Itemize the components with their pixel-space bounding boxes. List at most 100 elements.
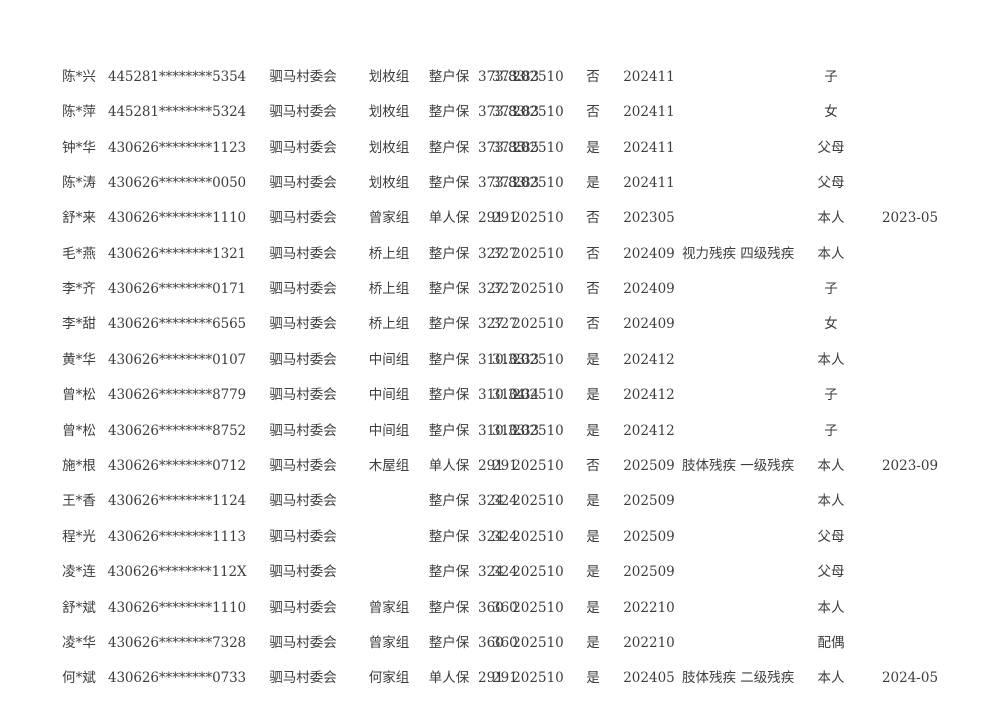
- cell-flag: 是: [586, 528, 600, 545]
- cell-disability: [682, 414, 790, 449]
- cell-month: 202510: [512, 245, 564, 262]
- cell-type: 单人保: [428, 670, 470, 687]
- cell-flag: 否: [586, 68, 600, 85]
- cell-flag: 否: [586, 210, 600, 227]
- cell-relation: 本人: [817, 245, 845, 262]
- cell-relation: 女: [824, 104, 838, 121]
- cell-group: 何家组: [368, 670, 410, 687]
- cell-start: 202509: [623, 528, 675, 545]
- cell-village: 驷马村委会: [269, 528, 337, 545]
- cell-group: [358, 555, 420, 590]
- cell-group: 桥上组: [368, 316, 410, 333]
- cell-date: 2024-05: [881, 670, 939, 687]
- cell-village: 驷马村委会: [269, 245, 337, 262]
- table-row: 黄*华 430626********0107 驷马村委会 中间组 整户保 310.33 31…: [52, 343, 948, 378]
- cell-disability: [682, 308, 790, 343]
- cell-start: 202305: [623, 210, 675, 227]
- cell-date: [872, 591, 948, 626]
- cell-date: [872, 555, 948, 590]
- cell-group: 划枚组: [368, 139, 410, 156]
- cell-amount2: 373.83: [492, 68, 540, 85]
- table-row: 陈*萍 445281********5324 驷马村委会 划枚组 整户保 373.83 37…: [52, 95, 948, 130]
- cell-disability: 肢体残疾 一级残疾: [682, 458, 795, 475]
- cell-date: [872, 414, 948, 449]
- cell-id-card: 430626********0171: [107, 281, 247, 298]
- cell-name: 施*根: [62, 458, 96, 475]
- cell-type: 单人保: [428, 458, 470, 475]
- cell-village: 驷马村委会: [269, 458, 337, 475]
- cell-name: 黄*华: [62, 351, 96, 368]
- cell-name: 程*光: [62, 528, 96, 545]
- cell-group: 曾家组: [368, 210, 410, 227]
- cell-amount1: 310.34: [478, 387, 526, 404]
- cell-relation: 子: [790, 697, 872, 706]
- cell-disability: [682, 202, 790, 237]
- cell-name: 陈*萍: [62, 104, 96, 121]
- cell-flag: 是: [586, 351, 600, 368]
- cell-flag: 是: [586, 387, 600, 404]
- cell-flag: 否: [586, 316, 600, 333]
- cell-name: 凌*连: [62, 564, 96, 581]
- cell-relation: 子: [824, 68, 838, 85]
- cell-month: 202510: [512, 634, 564, 651]
- cell-start: 202409: [623, 281, 675, 298]
- cell-start: 202411: [623, 68, 675, 85]
- table-row: 程*光 430626********1113 驷马村委会 整户保 324 324 20251…: [52, 520, 948, 555]
- cell-disability: [682, 131, 790, 166]
- cell-disability: [682, 520, 790, 555]
- cell-month: 202510: [512, 351, 564, 368]
- cell-month: 202510: [512, 528, 564, 545]
- cell-amount1: 291: [478, 458, 504, 475]
- cell-name: 曾*松: [62, 422, 96, 439]
- cell-type: 整户保: [428, 174, 470, 191]
- cell-disability: [682, 485, 790, 520]
- cell-type: 整户保: [428, 564, 470, 581]
- cell-amount2: 324: [492, 564, 518, 581]
- cell-group: 桥上组: [368, 245, 410, 262]
- cell-month: 202510: [512, 104, 564, 121]
- cell-flag: 是: [586, 634, 600, 651]
- cell-amount1: 324: [478, 528, 504, 545]
- cell-relation: 子: [824, 422, 838, 439]
- cell-amount2: 373.85: [492, 139, 540, 156]
- cell-name: 李*甜: [62, 316, 96, 333]
- cell-amount2: 373.83: [492, 104, 540, 121]
- cell-name: 王*香: [62, 493, 96, 510]
- cell-disability: [682, 95, 790, 130]
- table-row: 施*根 430626********0712 驷马村委会 木屋组 单人保 291 291 20…: [52, 449, 948, 484]
- cell-group: 中间组: [368, 422, 410, 439]
- table-row: 凌*华 430626********7328 驷马村委会 曾家组 整户保 360 360 20…: [52, 626, 948, 661]
- cell-month: 202510: [512, 422, 564, 439]
- table-row: 舒*斌 430626********1110 驷马村委会 曾家组 整户保 360 360 20…: [52, 591, 948, 626]
- cell-month: 202510: [512, 174, 564, 191]
- cell-disability: [682, 60, 790, 95]
- cell-date: [872, 343, 948, 378]
- cell-village: 驷马村委会: [269, 634, 337, 651]
- cell-group: 曾家组: [368, 599, 410, 616]
- cell-village: 驷马村委会: [269, 139, 337, 156]
- cell-relation: 配偶: [817, 634, 845, 651]
- cell-relation: 父母: [817, 139, 845, 156]
- cell-id-card: 430626********6565: [107, 316, 247, 333]
- cell-village: 驷马村委会: [269, 564, 337, 581]
- cell-amount2: 310.34: [492, 387, 540, 404]
- cell-start: 202412: [623, 351, 675, 368]
- cell-name: 凌*华: [62, 634, 96, 651]
- cell-amount1: 291: [478, 697, 504, 706]
- cell-date: 2023-05: [881, 210, 939, 227]
- cell-start: 202411: [623, 104, 675, 121]
- cell-amount2: 327: [492, 281, 518, 298]
- cell-date: [872, 166, 948, 201]
- table-row: 李*甜 430626********6565 驷马村委会 桥上组 整户保 327 327 20…: [52, 308, 948, 343]
- cell-start: 202509: [623, 564, 675, 581]
- cell-date: [872, 237, 948, 272]
- cell-group: 划枚组: [368, 104, 410, 121]
- cell-start: 202509: [623, 493, 675, 510]
- cell-flag: 是: [586, 493, 600, 510]
- cell-amount1: 324: [478, 493, 504, 510]
- cell-id-card: 430626********8779: [107, 387, 247, 404]
- cell-relation: 女: [824, 316, 838, 333]
- cell-amount1: 327: [478, 316, 504, 333]
- cell-group: 中间组: [368, 387, 410, 404]
